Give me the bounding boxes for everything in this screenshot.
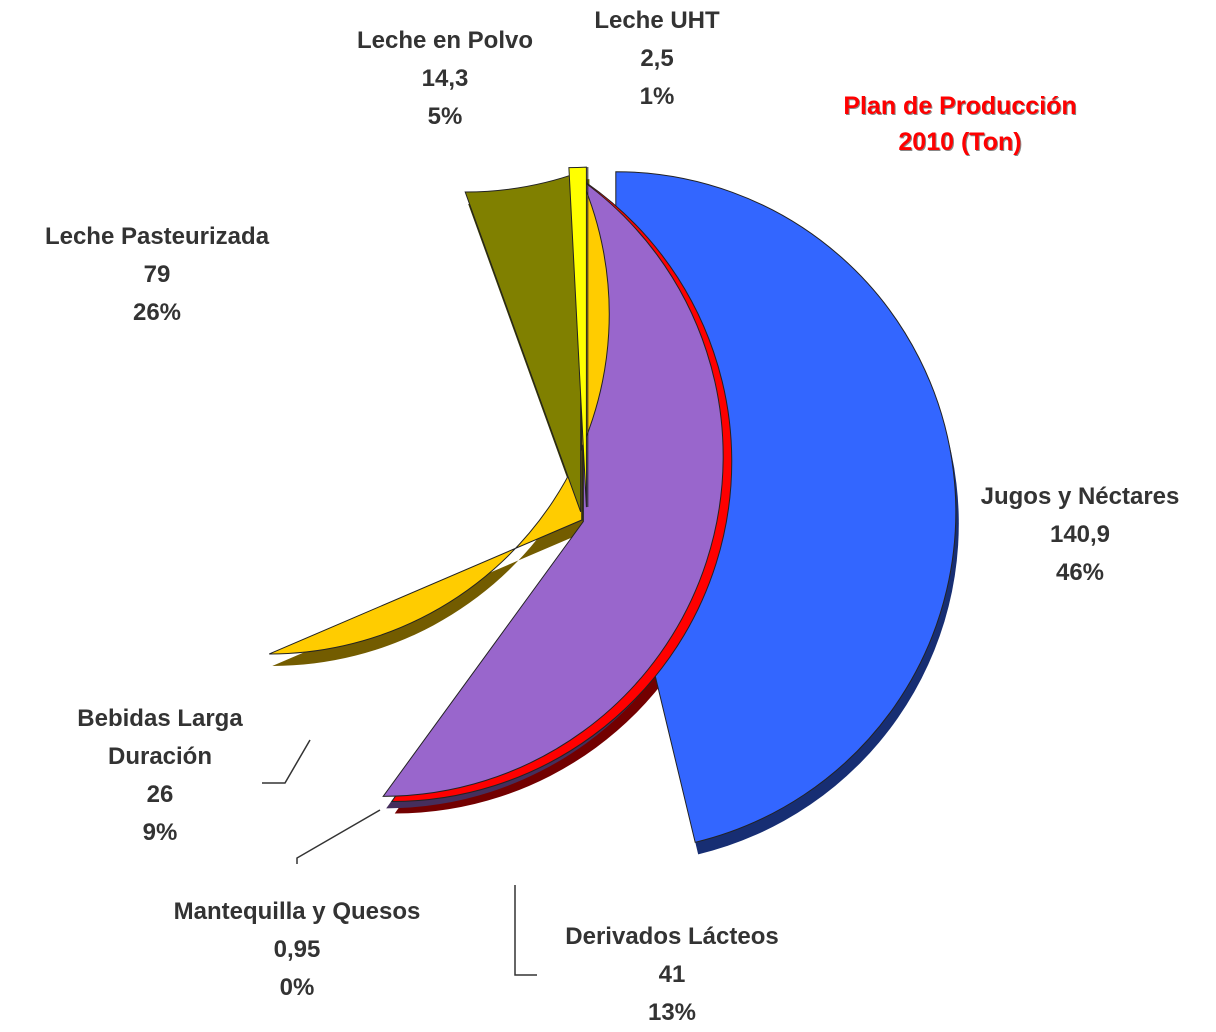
slice (568, 166, 587, 508)
label-name: Bebidas Larga Duración (77, 705, 243, 770)
label-percent: 5% (427, 103, 463, 130)
label-name: Derivados Lácteos (565, 923, 779, 950)
data-label: Leche en Polvo 14,3 5% (315, 22, 575, 136)
label-percent: 46% (1055, 559, 1105, 586)
leader-line (514, 885, 537, 976)
label-name: Mantequilla y Quesos (173, 898, 421, 925)
leader-line (296, 809, 381, 864)
chart-title: Plan de Producción 2010 (Ton) (843, 92, 1077, 156)
label-value: 0,95 (273, 936, 321, 963)
slice (464, 171, 582, 512)
data-label: Mantequilla y Quesos 0,95 0% (127, 893, 467, 1007)
label-value: 2,5 (640, 45, 674, 72)
label-percent: 1% (639, 83, 675, 110)
slice (269, 179, 610, 655)
label-name: Leche en Polvo (356, 27, 534, 54)
label-name: Leche UHT (594, 7, 720, 34)
label-value: 26 (146, 781, 174, 808)
label-percent: 0% (279, 974, 315, 1001)
data-label: Leche UHT 2,5 1% (557, 2, 757, 116)
label-percent: 9% (142, 819, 178, 846)
label-percent: 13% (647, 999, 697, 1026)
data-label: Leche Pasteurizada 79 26% (0, 218, 317, 332)
pie (269, 166, 959, 855)
data-label: Jugos y Néctares 140,9 46% (930, 478, 1216, 592)
label-percent: 26% (132, 299, 182, 326)
label-value: 79 (143, 261, 171, 288)
label-value: 14,3 (421, 65, 469, 92)
leader-line (262, 739, 311, 784)
label-name: Jugos y Néctares (980, 483, 1180, 510)
label-value: 41 (658, 961, 686, 988)
label-value: 140,9 (1049, 521, 1111, 548)
slice (382, 180, 724, 797)
label-name: Leche Pasteurizada (44, 223, 270, 250)
data-label: Derivados Lácteos 41 13% (512, 918, 832, 1032)
data-label: Bebidas Larga Duración 26 9% (45, 700, 275, 852)
